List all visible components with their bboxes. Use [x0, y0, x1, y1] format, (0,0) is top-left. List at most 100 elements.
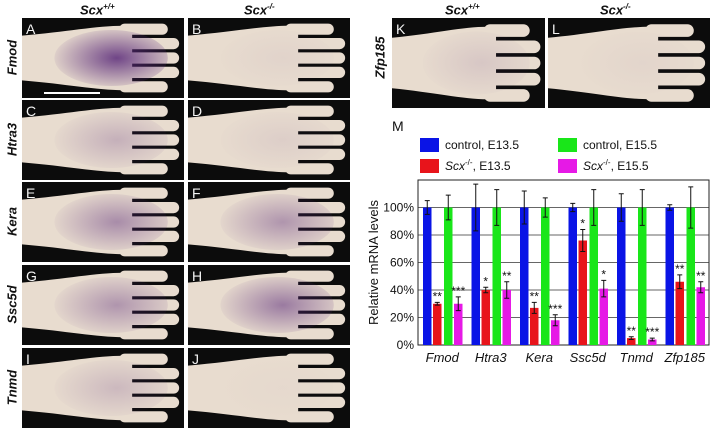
panel-l: L	[548, 18, 710, 108]
legend-swatch-scx-e135	[420, 158, 439, 173]
panel-j: J	[188, 348, 350, 428]
bar-fmod-1	[433, 303, 442, 345]
significance-marker: ***	[451, 284, 465, 298]
y-tick-label: 80%	[390, 228, 414, 242]
bar-tnmd-0	[617, 207, 626, 345]
significance-marker: **	[502, 269, 512, 283]
stain-overlay	[580, 31, 694, 95]
legend-control-e155: control, E15.5	[558, 138, 657, 152]
stain-overlay	[220, 360, 334, 416]
significance-marker: **	[627, 324, 637, 338]
panel-letter: G	[26, 268, 37, 284]
significance-marker: **	[433, 289, 443, 303]
stain-overlay	[54, 112, 168, 168]
bar-kera-0	[520, 207, 529, 345]
legend-label-control-e135: control, E13.5	[445, 138, 520, 152]
panel-letter: D	[192, 103, 203, 119]
row-label-kera: Kera	[4, 207, 20, 236]
panel-m-letter: M	[392, 118, 404, 134]
bar-fmod-0	[423, 207, 432, 345]
bar-ssc5d-1	[578, 240, 587, 345]
panel-letter: F	[192, 185, 201, 201]
x-tick-label: Kera	[526, 350, 553, 365]
significance-marker: *	[601, 267, 606, 281]
row-label-htra3: Htra3	[4, 122, 20, 157]
significance-marker: ***	[645, 325, 659, 339]
bar-ssc5d-3	[599, 288, 608, 345]
x-tick-label: Zfp185	[664, 350, 706, 365]
legend-swatch-scx-e155	[558, 158, 577, 173]
bar-zfp185-0	[665, 207, 674, 345]
panel-g: G	[22, 265, 184, 345]
legend-swatch-control-e135	[420, 138, 439, 152]
column-header-scx-wildtype-zfp: Scx+/+	[445, 2, 480, 18]
y-tick-label: 100%	[383, 201, 414, 215]
stain-overlay	[220, 112, 334, 168]
panel-letter: K	[396, 21, 406, 37]
y-tick-label: 60%	[390, 256, 414, 270]
stain-overlay	[220, 277, 334, 333]
column-header-scx-knockout-zfp: Scx-/-	[600, 2, 631, 18]
panel-letter: H	[192, 268, 203, 284]
panel-letter: J	[192, 351, 199, 367]
row-label-ssc5d: Ssc5d	[4, 285, 20, 324]
stain-overlay	[54, 277, 168, 333]
panel-f: F	[188, 182, 350, 262]
panel-b: B	[188, 18, 350, 98]
bar-zfp185-3	[696, 287, 705, 345]
stain-overlay	[54, 30, 168, 86]
row-label-zfp185: Zfp185	[372, 36, 388, 79]
panel-d: D	[188, 100, 350, 180]
bar-kera-3	[551, 320, 560, 345]
legend-label-control-e155: control, E15.5	[583, 138, 658, 152]
panel-a: A	[22, 18, 184, 98]
y-tick-label: 20%	[390, 311, 414, 325]
legend-label-scx-e155: Scx-/-, E15.5	[583, 158, 649, 173]
y-tick-label: 0%	[397, 338, 415, 352]
stain-overlay	[220, 194, 334, 250]
legend-scx-e135: Scx-/-, E13.5	[420, 158, 511, 173]
y-axis-label: Relative mRNA levels	[366, 200, 381, 325]
scale-bar	[44, 92, 100, 94]
bar-kera-2	[541, 207, 550, 345]
legend-swatch-control-e155	[558, 138, 577, 152]
x-tick-label: Tnmd	[620, 350, 654, 365]
stain-overlay	[422, 31, 530, 95]
panel-letter: C	[26, 103, 37, 119]
panel-k: K	[392, 18, 545, 108]
bar-tnmd-1	[627, 338, 636, 345]
stain-overlay	[220, 30, 334, 86]
stain-overlay	[54, 194, 168, 250]
bar-htra3-3	[502, 290, 511, 345]
significance-marker: **	[675, 262, 685, 276]
panel-letter: A	[26, 21, 36, 37]
bar-ssc5d-2	[589, 207, 598, 345]
panel-e: E	[22, 182, 184, 262]
significance-marker: *	[580, 217, 585, 231]
bar-zfp185-1	[675, 281, 684, 345]
panel-c: C	[22, 100, 184, 180]
column-header-scx-wildtype: Scx+/+	[80, 2, 115, 18]
legend-scx-e155: Scx-/-, E15.5	[558, 158, 649, 173]
panel-letter: B	[192, 21, 202, 37]
x-tick-label: Fmod	[426, 350, 460, 365]
bar-kera-1	[530, 307, 539, 345]
panel-letter: E	[26, 185, 36, 201]
plot-frame	[417, 179, 710, 346]
significance-marker: **	[696, 269, 706, 283]
bar-tnmd-2	[638, 207, 647, 345]
bar-ssc5d-0	[568, 207, 577, 345]
panel-letter: L	[552, 21, 560, 37]
panel-h: H	[188, 265, 350, 345]
bar-fmod-2	[444, 207, 453, 345]
x-tick-label: Ssc5d	[570, 350, 607, 365]
legend-control-e135: control, E13.5	[420, 138, 519, 152]
bar-htra3-2	[492, 207, 501, 345]
panel-letter: I	[26, 351, 30, 367]
x-tick-label: Htra3	[475, 350, 508, 365]
bar-zfp185-2	[686, 207, 695, 345]
bar-htra3-0	[471, 207, 480, 345]
stain-overlay	[54, 360, 168, 416]
significance-marker: ***	[548, 302, 562, 316]
significance-marker: **	[530, 289, 540, 303]
